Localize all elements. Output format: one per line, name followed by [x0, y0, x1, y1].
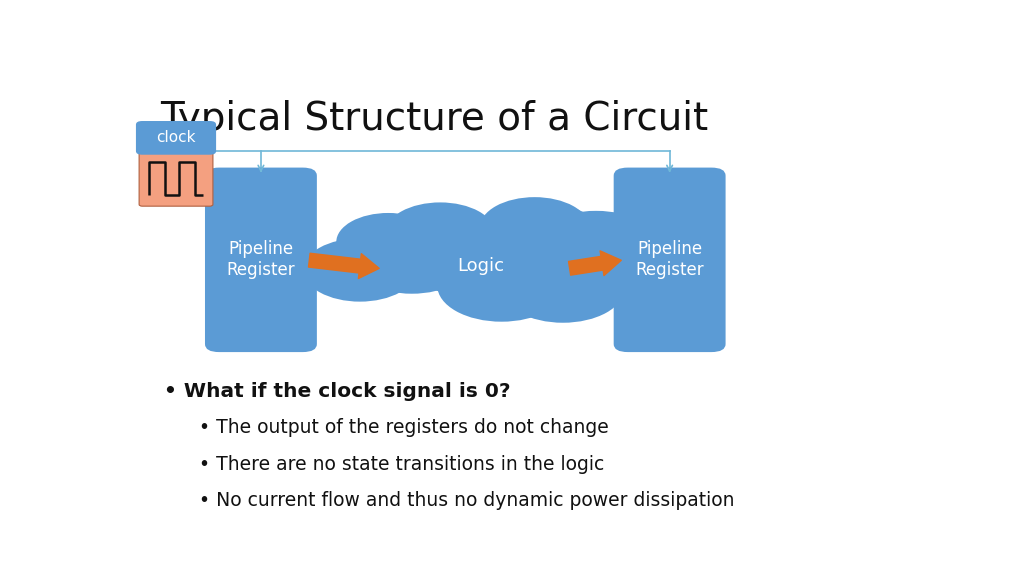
Text: Pipeline
Register: Pipeline Register	[226, 240, 295, 279]
Text: Pipeline
Register: Pipeline Register	[635, 240, 703, 279]
FancyArrowPatch shape	[308, 253, 379, 279]
Circle shape	[502, 254, 625, 323]
Text: • No current flow and thus no dynamic power dissipation: • No current flow and thus no dynamic po…	[200, 491, 735, 510]
FancyBboxPatch shape	[139, 151, 213, 206]
Text: • There are no state transitions in the logic: • There are no state transitions in the …	[200, 454, 605, 473]
Text: clock: clock	[157, 130, 196, 145]
Circle shape	[480, 197, 590, 259]
FancyBboxPatch shape	[136, 121, 216, 155]
Circle shape	[402, 217, 544, 297]
Text: Typical Structure of a Circuit: Typical Structure of a Circuit	[160, 100, 708, 138]
Circle shape	[336, 213, 440, 271]
FancyArrowPatch shape	[568, 251, 622, 275]
FancyBboxPatch shape	[613, 168, 726, 352]
Text: Logic: Logic	[458, 257, 505, 275]
Circle shape	[350, 225, 473, 294]
Circle shape	[578, 225, 699, 294]
FancyBboxPatch shape	[205, 168, 316, 352]
Circle shape	[303, 238, 417, 302]
Circle shape	[528, 211, 664, 287]
Circle shape	[437, 250, 566, 321]
Circle shape	[475, 202, 603, 274]
Circle shape	[385, 202, 495, 264]
Text: • The output of the registers do not change: • The output of the registers do not cha…	[200, 418, 609, 437]
Text: • What if the clock signal is 0?: • What if the clock signal is 0?	[164, 382, 510, 401]
